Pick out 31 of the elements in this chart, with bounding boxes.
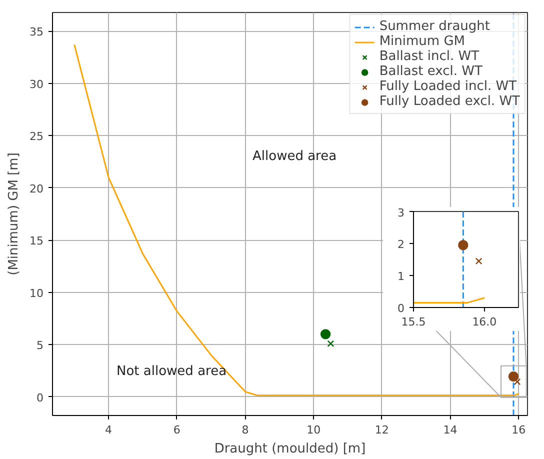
y-tick-label: 35 xyxy=(30,26,44,39)
legend-label: Minimum GM xyxy=(379,34,465,49)
y-tick-label: 20 xyxy=(30,182,44,196)
y-tick-label: 10 xyxy=(30,286,44,300)
x-tick-label: 16.0 xyxy=(472,316,497,328)
y-tick-label: 15 xyxy=(30,234,44,248)
y-tick-label: 0 xyxy=(36,391,44,404)
y-tick-label: 25 xyxy=(30,130,44,144)
legend-label: Fully Loaded incl. WT xyxy=(379,79,517,94)
annotation: Not allowed area xyxy=(116,364,227,379)
x-tick-label: 10 xyxy=(306,424,321,436)
x-tick-label: 8 xyxy=(242,424,249,436)
x-tick-label: 15.5 xyxy=(401,316,426,328)
x-tick-label: 16 xyxy=(512,424,526,436)
y-tick-label: 30 xyxy=(30,78,44,91)
annotation: Allowed area xyxy=(252,149,337,164)
ref-line-label: Summer draught xyxy=(379,19,490,34)
y-axis-title: (Minimum) GM [m] xyxy=(6,152,22,276)
y-tick-label: 2 xyxy=(398,238,404,251)
x-axis-title: Draught (moulded) [m] xyxy=(214,442,366,456)
legend-label: Ballast incl. WT xyxy=(379,49,480,64)
y-tick-label: 1 xyxy=(398,270,404,283)
legend-label: Ballast excl. WT xyxy=(379,64,482,79)
x-tick-label: 4 xyxy=(105,424,112,436)
legend-label: Fully Loaded excl. WT xyxy=(379,94,520,109)
y-tick-label: 3 xyxy=(398,206,404,220)
x-tick-label: 12 xyxy=(374,424,389,436)
x-tick-label: 14 xyxy=(443,424,458,436)
x-tick-label: 6 xyxy=(173,424,180,436)
y-tick-label: 0 xyxy=(398,302,404,315)
y-tick-label: 5 xyxy=(36,339,44,352)
